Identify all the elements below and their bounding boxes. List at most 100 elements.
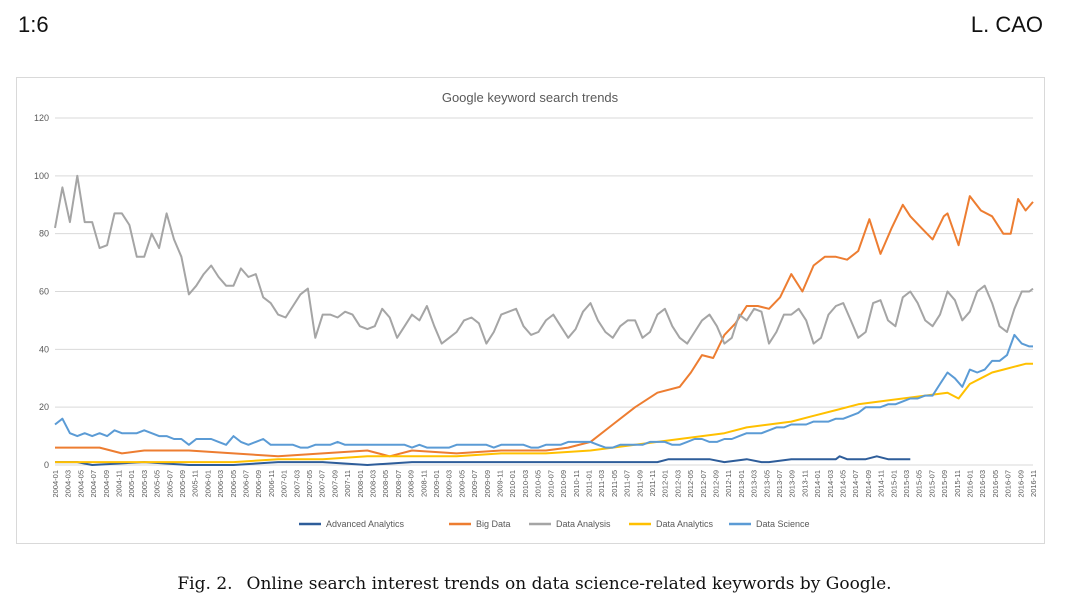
legend-label: Data Science [756,519,810,529]
x-tick-label: 2014-03 [826,470,835,498]
x-tick-label: 2005-03 [140,470,149,498]
x-tick-label: 2016-05 [991,470,1000,498]
x-tick-label: 2012-07 [699,470,708,498]
x-tick-label: 2013-11 [800,470,809,497]
y-tick-label: 40 [39,344,49,354]
x-tick-label: 2012-05 [686,470,695,498]
x-tick-label: 2009-07 [470,470,479,498]
x-tick-label: 2015-03 [902,470,911,498]
x-tick-label: 2016-11 [1029,470,1038,497]
x-tick-label: 2004-01 [51,470,60,498]
caption-label: Fig. 2. [177,574,233,594]
x-tick-label: 2006-11 [267,470,276,497]
x-tick-label: 2005-11 [191,470,200,497]
x-tick-label: 2011-11 [648,470,657,496]
legend-label: Advanced Analytics [326,519,405,529]
x-tick-label: 2014-09 [864,470,873,498]
author-header: L. CAO [970,12,1043,37]
chart-title: Google keyword search trends [442,90,619,105]
x-tick-label: 2015-07 [927,470,936,498]
x-tick-label: 2009-09 [483,470,492,498]
x-tick-label: 2013-09 [788,470,797,498]
x-tick-label: 2014-07 [851,470,860,498]
x-tick-label: 2007-07 [318,470,327,498]
x-tick-label: 2011-07 [623,470,632,497]
x-tick-label: 2013-03 [750,470,759,498]
x-tick-label: 2011-05 [610,470,619,497]
x-tick-label: 2006-01 [203,470,212,498]
x-tick-label: 2006-05 [229,470,238,498]
y-tick-label: 20 [39,402,49,412]
x-tick-label: 2009-11 [496,470,505,497]
x-tick-label: 2010-09 [559,470,568,498]
x-tick-label: 2007-09 [330,470,339,498]
series-line [55,455,911,466]
x-tick-label: 2009-01 [432,470,441,498]
y-tick-label: 60 [39,287,49,297]
y-tick-label: 0 [44,460,49,470]
x-tick-label: 2016-07 [1004,470,1013,498]
series-layer [54,174,1034,466]
x-tick-label: 2015-09 [940,470,949,498]
series-line [55,362,1033,464]
x-tick-label: 2012-09 [711,470,720,498]
x-tick-label: 2012-11 [724,470,733,497]
x-tick-label: 2009-05 [457,470,466,498]
x-tick-label: 2008-05 [381,470,390,498]
x-tick-label: 2014-05 [838,470,847,498]
series-line [55,195,1034,458]
x-tick-label: 2005-09 [178,470,187,498]
series-line [54,333,1033,449]
legend-label: Data Analysis [556,519,611,529]
y-tick-label: 100 [34,171,49,181]
x-axis: 2004-01 2004-03 2004-05 2004-07 2004-09 2004-… [51,470,1038,498]
x-tick-label: 2010-03 [521,470,530,498]
x-tick-label: 2012-01 [661,470,670,498]
x-tick-label: 2008-09 [407,470,416,498]
x-tick-label: 2007-01 [280,470,289,498]
x-tick-label: 2006-07 [242,470,251,498]
x-tick-label: 2016-01 [965,470,974,498]
caption-text: Online search interest trends on data sc… [246,574,892,594]
figure-caption: Fig. 2. Online search interest trends on … [0,574,1069,594]
y-tick-label: 120 [34,113,49,123]
y-tick-label: 80 [39,229,49,239]
x-tick-label: 2010-05 [534,470,543,498]
x-tick-label: 2004-05 [76,470,85,498]
chart-frame: Google keyword search trends 0 20 40 60 80 10… [16,77,1045,544]
x-tick-label: 2009-03 [445,470,454,498]
x-tick-label: 2011-01 [584,470,593,497]
x-tick-label: 2007-11 [343,470,352,497]
x-tick-label: 2008-01 [356,470,365,498]
chart-svg: Google keyword search trends 0 20 40 60 80 10… [34,90,1038,529]
x-tick-label: 2005-01 [127,470,136,498]
x-tick-label: 2013-01 [737,470,746,498]
x-tick-label: 2007-03 [292,470,301,498]
x-tick-label: 2008-03 [369,470,378,498]
x-tick-label: 2010-07 [546,470,555,498]
x-tick-label: 2016-09 [1016,470,1025,498]
x-tick-label: 2016-03 [978,470,987,498]
y-axis: 0 20 40 60 80 100 120 [34,113,49,470]
x-tick-label: 2013-05 [762,470,771,498]
x-tick-label: 2013-07 [775,470,784,498]
x-tick-label: 2007-05 [305,470,314,498]
page-number: 1:6 [18,12,49,37]
x-tick-label: 2015-11 [953,470,962,497]
x-tick-label: 2015-05 [915,470,924,498]
x-tick-label: 2008-07 [394,470,403,498]
x-tick-label: 2011-09 [635,470,644,497]
x-tick-label: 2012-03 [673,470,682,498]
x-tick-label: 2004-07 [89,470,98,498]
x-tick-label: 2004-11 [115,470,124,497]
x-tick-label: 2014-01 [813,470,822,498]
x-tick-label: 2005-05 [153,470,162,498]
x-tick-label: 2004-03 [64,470,73,498]
x-tick-label: 2010-01 [508,470,517,498]
legend-label: Data Analytics [656,519,714,529]
x-tick-label: 2011-03 [597,470,606,497]
x-tick-label: 2015-01 [889,470,898,498]
x-tick-label: 2006-09 [254,470,263,498]
x-tick-label: 2014-11 [877,470,886,497]
x-tick-label: 2004-09 [102,470,111,498]
